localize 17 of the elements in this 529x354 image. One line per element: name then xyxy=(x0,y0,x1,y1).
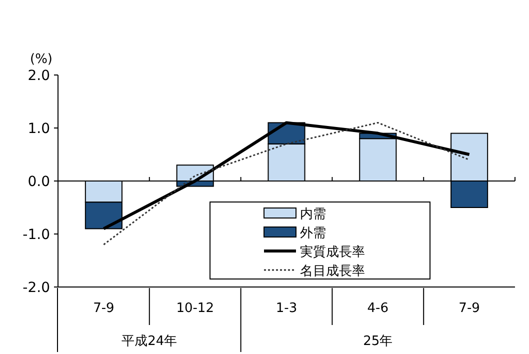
x-tick-label: 10-12 xyxy=(176,301,214,316)
x-tick-label: 1-3 xyxy=(276,301,298,316)
x-tick-label: 4-6 xyxy=(367,301,389,316)
legend-label: 名目成長率 xyxy=(300,263,365,279)
x-tick-label: 7-9 xyxy=(458,301,480,316)
legend-label: 内需 xyxy=(300,207,326,222)
y-tick-label: -1.0 xyxy=(22,227,50,243)
legend-label: 外需 xyxy=(300,226,326,241)
legend-label: 実質成長率 xyxy=(300,244,365,260)
y-tick-label: 2.0 xyxy=(28,68,50,84)
text: 平成24年 xyxy=(122,334,178,349)
text: 25年 xyxy=(363,334,393,349)
y-axis-title: (%) xyxy=(30,52,52,67)
y-tick-label: 1.0 xyxy=(28,121,50,137)
y-tick-label: 0.0 xyxy=(28,174,50,190)
x-tick-label: 7-9 xyxy=(93,301,114,316)
y-tick-label: -2.0 xyxy=(22,280,50,296)
